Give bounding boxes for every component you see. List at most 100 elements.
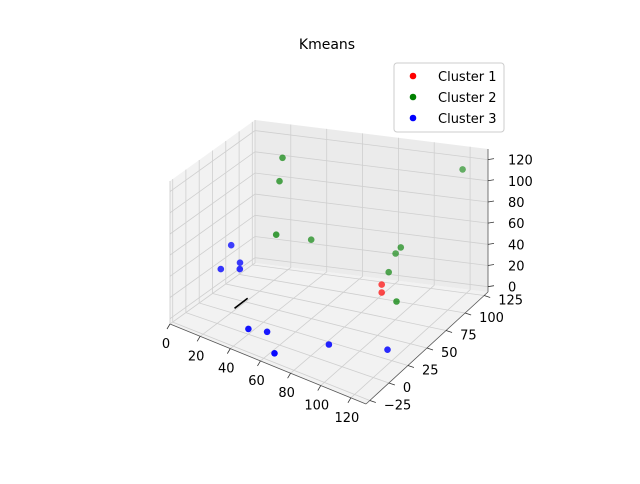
z-tick-mark [487, 242, 495, 245]
z-tick-label: 20 [508, 260, 525, 275]
grid-lines [169, 120, 489, 401]
x-tick-label: 0 [162, 337, 170, 352]
y-tick-label: 25 [422, 364, 439, 379]
grid-line-x [199, 124, 292, 337]
z-tick-label: 40 [508, 238, 525, 253]
floor-pane [170, 263, 488, 404]
data-point [276, 177, 283, 185]
x-axis-line [169, 323, 367, 405]
legend-marker [409, 114, 417, 122]
grid-line-y [251, 121, 485, 296]
data-point [378, 281, 386, 288]
x-tick-mark [226, 348, 231, 354]
grid-line-z [169, 257, 489, 320]
y-tick-label: 125 [498, 294, 523, 309]
back-pane [255, 120, 488, 292]
grid-line-y [225, 141, 447, 331]
grid-line-y [198, 160, 409, 366]
y-tick-mark [407, 365, 415, 368]
y-tick-label: 0 [403, 381, 411, 396]
grid-line-z [169, 236, 489, 298]
grid-line-x [260, 133, 363, 362]
grid-line-y [185, 169, 390, 384]
x-tick-label: 100 [304, 399, 329, 414]
grid-line-x [350, 146, 471, 399]
y-tick-label: −25 [384, 399, 411, 414]
x-tick-label: 80 [278, 386, 295, 401]
z-tick-mark [487, 264, 495, 266]
grid-line-z [169, 193, 489, 256]
x-tick-mark [196, 336, 201, 342]
z-tick-label: 0 [508, 281, 516, 296]
z-tick-mark [487, 158, 495, 160]
chart-title: Kmeans [299, 37, 355, 53]
black-segment [234, 297, 249, 309]
data-point [271, 350, 278, 357]
data-point [397, 244, 405, 251]
data-point [378, 289, 386, 296]
x-tick-mark [317, 385, 322, 391]
grid-line-z [169, 214, 489, 277]
legend-frame [393, 62, 505, 133]
data-point [236, 265, 244, 273]
legend-marker [409, 72, 417, 80]
grid-line-y [238, 131, 466, 314]
grid-line-z [169, 151, 489, 214]
grid-line-y [212, 150, 428, 349]
x-tick-label: 20 [188, 349, 205, 364]
z-tick-label: 80 [508, 196, 525, 211]
y-tick-mark [369, 400, 376, 403]
z-tick-mark [487, 200, 495, 203]
y-tick-mark [445, 330, 453, 333]
data-points [217, 154, 466, 357]
y-tick-label: 75 [460, 329, 477, 344]
z-tick-mark [487, 285, 495, 288]
data-point [263, 328, 271, 336]
legend-marker [409, 93, 417, 101]
z-tick-label: 60 [508, 217, 525, 232]
z-tick-label: 120 [508, 154, 533, 169]
data-point [236, 259, 244, 267]
x-tick-mark [257, 360, 261, 367]
y-tick-mark [464, 312, 472, 316]
grid-line-z [169, 172, 489, 235]
y-tick-mark [484, 295, 491, 298]
legend-label: Cluster 3 [438, 112, 497, 127]
x-tick-label: 120 [335, 411, 360, 426]
data-point [217, 265, 225, 273]
x-tick-label: 60 [248, 374, 265, 389]
data-point [279, 154, 286, 162]
z-tick-mark [487, 179, 495, 182]
x-tick-mark [287, 373, 291, 379]
legend-label: Cluster 1 [438, 70, 497, 85]
data-point [307, 236, 315, 243]
data-point [384, 346, 391, 354]
x-tick-mark [347, 397, 352, 404]
data-point [227, 241, 235, 249]
data-point [393, 298, 400, 305]
grid-line-x [230, 128, 328, 349]
x-tick-label: 40 [218, 362, 235, 377]
grid-line-y [172, 179, 370, 401]
data-point [392, 250, 399, 257]
data-point [385, 268, 393, 276]
data-point [245, 325, 252, 333]
grid-line-z [169, 130, 489, 192]
tick-labels: 020406080100120−250255075100125020406080… [162, 154, 533, 426]
x-tick-mark [166, 323, 171, 330]
legend: Cluster 1 Cluster 2 Cluster 3 [393, 62, 505, 133]
y-tick-mark [388, 382, 396, 386]
data-point [272, 231, 280, 238]
grid-line-x [320, 142, 435, 386]
y-tick-label: 50 [441, 346, 458, 361]
y-tick-mark [426, 347, 434, 351]
data-point [325, 341, 333, 348]
data-point [459, 166, 466, 173]
z-tick-mark [487, 221, 495, 224]
z-tick-label: 100 [508, 175, 533, 190]
legend-label: Cluster 2 [438, 91, 497, 106]
grid-line-x [169, 120, 256, 325]
y-tick-label: 100 [479, 311, 504, 326]
